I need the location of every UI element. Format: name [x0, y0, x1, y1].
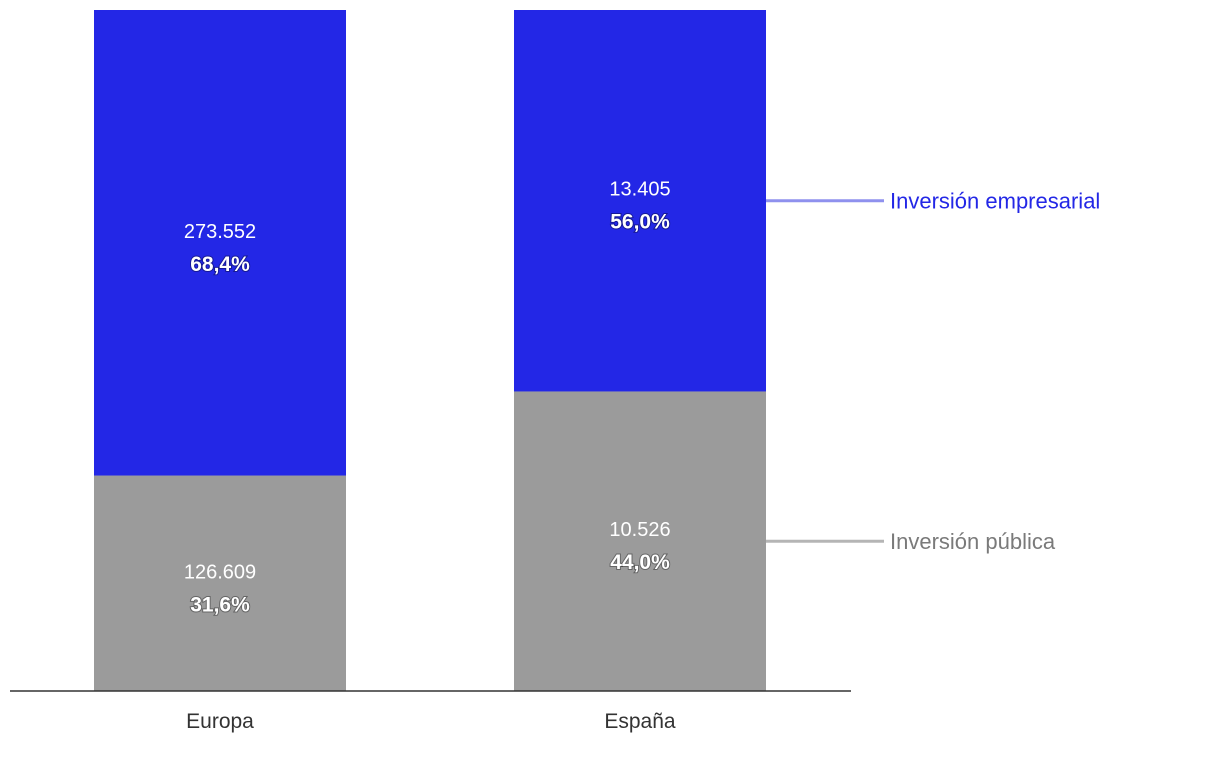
value-label-espana-inversion-empresarial: 13.405	[609, 179, 670, 201]
value-label-europa-inversion-publica: 126.609	[184, 561, 256, 583]
bar-europa-inversion-empresarial	[94, 10, 346, 476]
category-label-europa: Europa	[186, 710, 254, 733]
category-labels-layer: Europa España	[186, 710, 676, 733]
legend-label-inversion-empresarial: Inversión empresarial	[890, 189, 1100, 214]
percent-label-espana-inversion-publica: 44,0%	[610, 551, 670, 574]
percent-label-europa-inversion-empresarial: 68,4%	[190, 253, 250, 276]
bar-espana-inversion-publica	[514, 391, 766, 691]
percent-label-europa-inversion-publica: 31,6%	[190, 593, 250, 616]
value-labels-layer: 126.609 31,6% 273.552 68,4% 10.526 44,0% 13.40…	[184, 179, 671, 618]
value-label-espana-inversion-publica: 10.526	[609, 519, 670, 541]
percent-label-espana-inversion-empresarial: 56,0%	[610, 211, 670, 234]
legend-label-inversion-publica: Inversión pública	[890, 529, 1056, 554]
legend: Inversión pública Inversión empresarial	[766, 189, 1100, 554]
bar-espana-inversion-empresarial	[514, 10, 766, 392]
bar-europa-inversion-publica	[94, 475, 346, 691]
bars-layer	[94, 10, 766, 691]
value-label-europa-inversion-empresarial: 273.552	[184, 221, 256, 243]
category-label-espana: España	[604, 710, 676, 733]
